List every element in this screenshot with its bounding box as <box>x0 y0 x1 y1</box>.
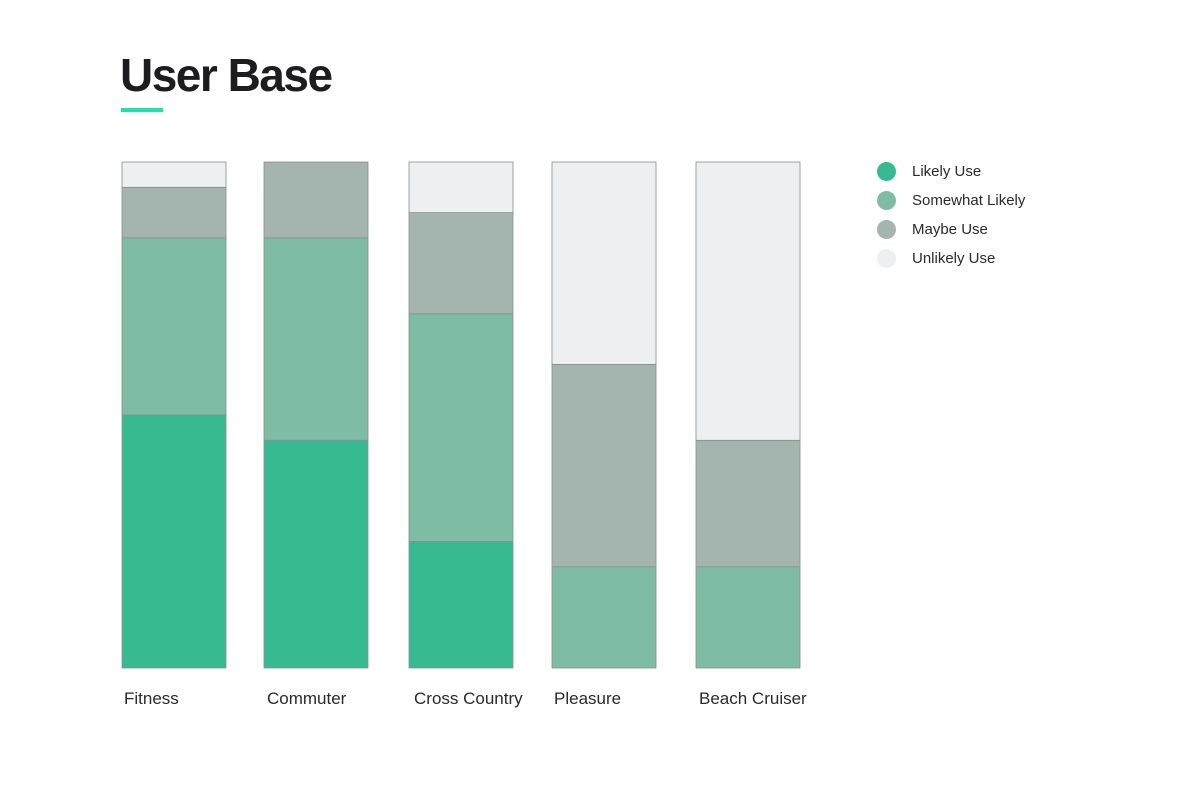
legend-swatch-likely-use <box>877 162 896 181</box>
bar-segment-cross-country-somewhat-likely <box>408 313 514 542</box>
legend-item-likely-use: Likely Use <box>877 162 1117 182</box>
bar-segment-commuter-maybe-use <box>263 161 369 239</box>
bar-segment-cross-country-unlikely-use <box>408 161 514 213</box>
x-tick-label-commuter: Commuter <box>267 689 347 708</box>
x-tick-label-pleasure: Pleasure <box>554 689 621 708</box>
bar-segment-fitness-unlikely-use <box>121 161 227 188</box>
legend-item-somewhat-likely: Somewhat Likely <box>877 191 1117 211</box>
legend-swatch-somewhat-likely <box>877 191 896 210</box>
legend-label-likely-use: Likely Use <box>912 163 982 180</box>
bar-segment-pleasure-maybe-use <box>551 363 657 568</box>
x-tick-label-fitness: Fitness <box>124 689 179 708</box>
page-title: User Base <box>120 49 333 101</box>
bar-segment-commuter-somewhat-likely <box>263 237 369 441</box>
bar-segment-cross-country-likely-use <box>408 541 514 669</box>
title-underline <box>121 108 163 112</box>
bar-segment-fitness-likely-use <box>121 414 227 669</box>
legend-swatch-maybe-use <box>877 220 896 239</box>
x-tick-label-beach-cruiser: Beach Cruiser <box>699 689 807 708</box>
legend-item-unlikely-use: Unlikely Use <box>877 249 1117 269</box>
bar-segment-pleasure-unlikely-use <box>551 161 657 365</box>
bar-segment-beach-cruiser-somewhat-likely <box>695 566 801 669</box>
legend-label-unlikely-use: Unlikely Use <box>912 250 996 267</box>
bar-segment-pleasure-somewhat-likely <box>551 566 657 669</box>
legend-item-maybe-use: Maybe Use <box>877 220 1117 240</box>
bar-segment-fitness-maybe-use <box>121 186 227 239</box>
legend-swatch-unlikely-use <box>877 249 896 268</box>
bar-segment-cross-country-maybe-use <box>408 212 514 315</box>
x-tick-label-cross-country: Cross Country <box>414 689 523 708</box>
bar-segment-commuter-likely-use <box>263 439 369 669</box>
legend-label-somewhat-likely: Somewhat Likely <box>912 192 1026 209</box>
bar-segment-fitness-somewhat-likely <box>121 237 227 416</box>
bar-segment-beach-cruiser-maybe-use <box>695 439 801 568</box>
legend-label-maybe-use: Maybe Use <box>912 221 988 238</box>
bar-segment-beach-cruiser-unlikely-use <box>695 161 801 441</box>
